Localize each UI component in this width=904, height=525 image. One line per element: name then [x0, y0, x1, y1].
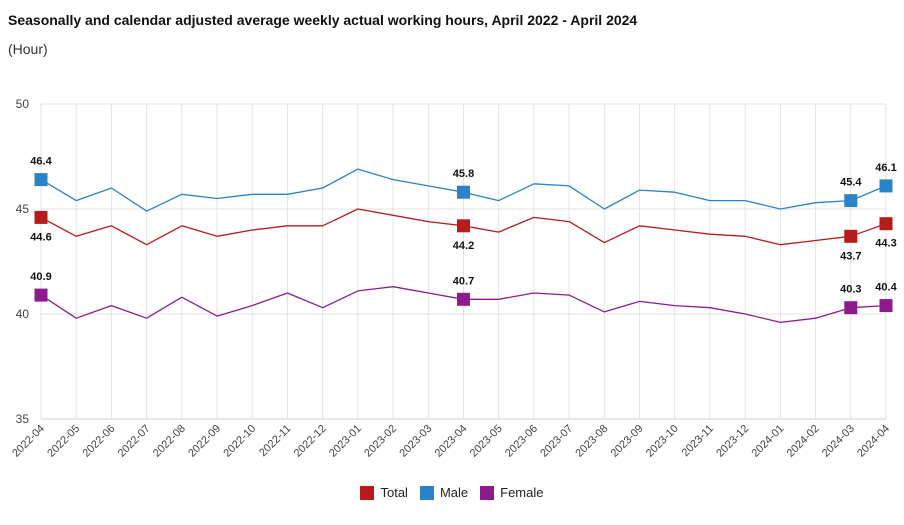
- x-tick-label: 2022-04: [10, 423, 47, 460]
- y-tick-label: 40: [16, 307, 30, 321]
- legend-item-total[interactable]: Total: [360, 485, 408, 500]
- male-data-label: 45.4: [840, 177, 862, 189]
- x-tick-label: 2023-03: [397, 423, 434, 460]
- legend-swatch: [419, 485, 434, 500]
- legend-swatch: [360, 485, 375, 500]
- x-tick-label: 2023-06: [503, 423, 540, 460]
- x-tick-label: 2022-08: [151, 423, 188, 460]
- female-data-label: 40.7: [453, 275, 474, 287]
- chart-subtitle: (Hour): [8, 41, 48, 57]
- x-tick-label: 2022-10: [221, 423, 258, 460]
- x-tick-label: 2023-10: [644, 423, 681, 460]
- female-point-marker: [457, 292, 470, 306]
- x-tick-label: 2022-07: [116, 423, 153, 460]
- total-point-marker: [844, 229, 858, 243]
- x-tick-label: 2023-01: [327, 423, 364, 460]
- female-point-marker: [844, 301, 858, 315]
- x-tick-label: 2024-03: [820, 423, 857, 460]
- female-point-marker: [34, 288, 48, 302]
- legend-label: Male: [439, 485, 469, 500]
- y-tick-label: 45: [16, 202, 30, 216]
- chart-title: Seasonally and calendar adjusted average…: [8, 12, 638, 28]
- legend-label: Female: [500, 485, 544, 500]
- x-tick-label: 2022-05: [45, 423, 82, 460]
- total-point-marker: [34, 210, 48, 224]
- x-tick-label: 2023-07: [538, 423, 575, 460]
- x-tick-label: 2022-11: [257, 423, 293, 459]
- total-data-label: 44.6: [30, 231, 51, 243]
- total-data-label: 44.3: [875, 238, 896, 250]
- y-tick-label: 50: [16, 97, 30, 111]
- data-labels: 44.6 44.2 43.7 44.3 46.4 45.8 45.4 46.1 40.9 40.7…: [30, 156, 897, 296]
- x-tick-label: 2024-01: [749, 423, 786, 460]
- legend-item-male[interactable]: Male: [419, 485, 469, 500]
- female-data-label: 40.9: [30, 271, 51, 283]
- legend-label: Total: [380, 485, 408, 500]
- x-tick-label: 2023-04: [433, 423, 470, 460]
- line-chart: 2022-042022-052022-062022-072022-082022-…: [10, 97, 897, 460]
- female-data-label: 40.4: [875, 282, 897, 294]
- x-tick-label: 2023-12: [714, 423, 751, 460]
- total-point-marker: [879, 217, 893, 231]
- x-tick-label: 2024-04: [855, 423, 892, 460]
- x-tick-label: 2022-09: [186, 423, 223, 460]
- male-point-marker: [844, 194, 858, 208]
- series-lines: [34, 168, 893, 324]
- x-tick-label: 2022-06: [81, 423, 118, 460]
- y-tick-label: 35: [16, 412, 30, 426]
- x-tick-label: 2023-11: [680, 423, 716, 459]
- gridlines: [40, 103, 887, 420]
- total-data-label: 43.7: [840, 250, 861, 262]
- male-point-marker: [457, 185, 470, 199]
- x-tick-label: 2024-02: [785, 423, 822, 460]
- male-point-marker: [34, 173, 48, 187]
- legend-swatch: [480, 485, 495, 500]
- x-tick-label: 2023-02: [362, 423, 399, 460]
- x-tick-label: 2022-12: [292, 423, 329, 460]
- x-tick-label: 2023-09: [609, 423, 646, 460]
- x-tick-label: 2023-08: [573, 423, 610, 460]
- legend: Total Male Female: [0, 485, 904, 503]
- female-point-marker: [879, 299, 893, 313]
- female-data-label: 40.3: [840, 284, 861, 296]
- male-data-label: 46.1: [875, 162, 896, 174]
- male-data-label: 46.4: [30, 156, 52, 168]
- legend-item-female[interactable]: Female: [480, 485, 544, 500]
- male-data-label: 45.8: [453, 168, 474, 180]
- male-point-marker: [879, 179, 893, 193]
- x-tick-label: 2023-05: [468, 423, 505, 460]
- total-data-label: 44.2: [453, 240, 474, 252]
- total-point-marker: [457, 219, 470, 233]
- axis-labels: 2022-042022-052022-062022-072022-082022-…: [10, 97, 892, 460]
